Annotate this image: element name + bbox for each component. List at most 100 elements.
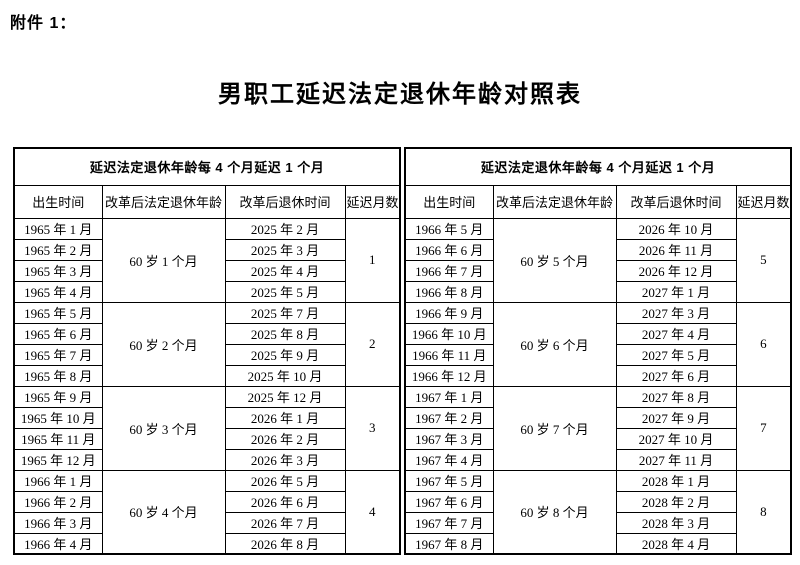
retirement-date-cell: 2028 年 2 月 [615, 490, 737, 513]
retirement-date-cell: 2026 年 10 月 [615, 217, 737, 240]
page-title: 男职工延迟法定退休年龄对照表 [218, 82, 582, 108]
retirement-date-cell: 2027 年 11 月 [615, 448, 737, 471]
birth-date-cell: 1965 年 5 月 [13, 301, 103, 324]
retirement-date-cell: 2027 年 5 月 [615, 343, 737, 366]
birth-date-cell: 1966 年 2 月 [13, 490, 103, 513]
table-row: 1966 年 3 月 2026 年 7 月 [13, 511, 400, 534]
retirement-age-cell: 60 岁 5 个月 [492, 217, 617, 303]
retirement-date-cell: 2028 年 1 月 [615, 469, 737, 492]
table-row: 1965 年 4 月 2025 年 5 月 [13, 280, 400, 303]
retirement-date-cell: 2025 年 3 月 [224, 238, 346, 261]
column-header-2: 改革后退休时间 [224, 184, 346, 219]
birth-date-cell: 1966 年 6 月 [404, 238, 494, 261]
column-header-row: 出生时间 改革后法定退休年龄 改革后退休时间 延迟月数 [404, 184, 792, 219]
table-row: 1965 年 10 月 2026 年 1 月 [13, 406, 400, 429]
retirement-age-cell: 60 岁 4 个月 [101, 469, 226, 555]
retirement-date-cell: 2026 年 7 月 [224, 511, 346, 534]
column-header-1: 改革后法定退休年龄 [492, 184, 617, 219]
birth-date-cell: 1967 年 3 月 [404, 427, 494, 450]
table-row: 1965 年 11 月 2026 年 2 月 [13, 427, 400, 450]
retirement-age-cell: 60 岁 7 个月 [492, 385, 617, 471]
birth-date-cell: 1966 年 10 月 [404, 322, 494, 345]
column-header-3: 延迟月数 [344, 184, 401, 219]
birth-date-cell: 1966 年 5 月 [404, 217, 494, 240]
retirement-date-cell: 2026 年 1 月 [224, 406, 346, 429]
retirement-date-cell: 2026 年 12 月 [615, 259, 737, 282]
retirement-date-cell: 2025 年 12 月 [224, 385, 346, 408]
retirement-date-cell: 2025 年 7 月 [224, 301, 346, 324]
retirement-date-cell: 2028 年 4 月 [615, 532, 737, 555]
retirement-date-cell: 2027 年 3 月 [615, 301, 737, 324]
retirement-date-cell: 2027 年 6 月 [615, 364, 737, 387]
retirement-date-cell: 2025 年 5 月 [224, 280, 346, 303]
retirement-date-cell: 2027 年 8 月 [615, 385, 737, 408]
table-row: 1965 年 12 月 2026 年 3 月 [13, 448, 400, 471]
birth-date-cell: 1967 年 4 月 [404, 448, 494, 471]
birth-date-cell: 1967 年 6 月 [404, 490, 494, 513]
retirement-age-cell: 60 岁 6 个月 [492, 301, 617, 387]
retirement-date-cell: 2025 年 8 月 [224, 322, 346, 345]
birth-date-cell: 1966 年 1 月 [13, 469, 103, 492]
retirement-comparison-table: 延迟法定退休年龄每 4 个月延迟 1 个月 出生时间 改革后法定退休年龄 改革后退休时… [13, 147, 793, 555]
table-row: 1967 年 7 月 2028 年 3 月 [404, 511, 791, 534]
birth-date-cell: 1965 年 6 月 [13, 322, 103, 345]
birth-date-cell: 1967 年 8 月 [404, 532, 494, 555]
retirement-date-cell: 2026 年 3 月 [224, 448, 346, 471]
delay-months-cell: 3 [344, 385, 401, 471]
column-header-1: 改革后法定退休年龄 [101, 184, 226, 219]
birth-date-cell: 1965 年 12 月 [13, 448, 103, 471]
table-row: 1965 年 8 月 2025 年 10 月 [13, 364, 400, 387]
table-row: 1966 年 4 月 2026 年 8 月 [13, 532, 400, 555]
birth-date-cell: 1966 年 8 月 [404, 280, 494, 303]
retirement-age-cell: 60 岁 8 个月 [492, 469, 617, 555]
retirement-date-cell: 2027 年 1 月 [615, 280, 737, 303]
column-header-3: 延迟月数 [735, 184, 792, 219]
retirement-table-left-half: 延迟法定退休年龄每 4 个月延迟 1 个月 出生时间 改革后法定退休年龄 改革后退休时… [13, 147, 402, 555]
birth-date-cell: 1965 年 3 月 [13, 259, 103, 282]
table-row: 1967 年 8 月 2028 年 4 月 [404, 532, 791, 555]
table-row: 1966 年 2 月 2026 年 6 月 [13, 490, 400, 513]
delay-months-cell: 2 [344, 301, 401, 387]
birth-date-cell: 1965 年 4 月 [13, 280, 103, 303]
retirement-date-cell: 2028 年 3 月 [615, 511, 737, 534]
birth-date-cell: 1965 年 1 月 [13, 217, 103, 240]
attachment-label: 附件 1： [10, 15, 77, 32]
column-header-0: 出生时间 [13, 184, 103, 219]
table-row: 1966 年 12 月 2027 年 6 月 [404, 364, 791, 387]
column-header-0: 出生时间 [404, 184, 494, 219]
retirement-date-cell: 2026 年 11 月 [615, 238, 737, 261]
delay-months-cell: 4 [344, 469, 401, 555]
retirement-date-cell: 2025 年 2 月 [224, 217, 346, 240]
table-row: 1967 年 6 月 2028 年 2 月 [404, 490, 791, 513]
retirement-age-cell: 60 岁 1 个月 [101, 217, 226, 303]
birth-date-cell: 1965 年 2 月 [13, 238, 103, 261]
birth-date-cell: 1965 年 9 月 [13, 385, 103, 408]
column-header-2: 改革后退休时间 [615, 184, 737, 219]
retirement-table-right-half: 延迟法定退休年龄每 4 个月延迟 1 个月 出生时间 改革后法定退休年龄 改革后退休时… [404, 147, 793, 555]
retirement-age-cell: 60 岁 2 个月 [101, 301, 226, 387]
retirement-age-cell: 60 岁 3 个月 [101, 385, 226, 471]
retirement-date-cell: 2025 年 10 月 [224, 364, 346, 387]
delay-months-cell: 5 [735, 217, 792, 303]
birth-date-cell: 1965 年 11 月 [13, 427, 103, 450]
column-header-row: 出生时间 改革后法定退休年龄 改革后退休时间 延迟月数 [13, 184, 401, 219]
birth-date-cell: 1967 年 5 月 [404, 469, 494, 492]
birth-date-cell: 1967 年 2 月 [404, 406, 494, 429]
retirement-date-cell: 2027 年 9 月 [615, 406, 737, 429]
birth-date-cell: 1967 年 1 月 [404, 385, 494, 408]
table-row: 1965 年 7 月 2025 年 9 月 [13, 343, 400, 366]
retirement-date-cell: 2026 年 5 月 [224, 469, 346, 492]
birth-date-cell: 1966 年 7 月 [404, 259, 494, 282]
birth-date-cell: 1967 年 7 月 [404, 511, 494, 534]
retirement-date-cell: 2025 年 4 月 [224, 259, 346, 282]
birth-date-cell: 1966 年 4 月 [13, 532, 103, 555]
delay-months-cell: 7 [735, 385, 792, 471]
